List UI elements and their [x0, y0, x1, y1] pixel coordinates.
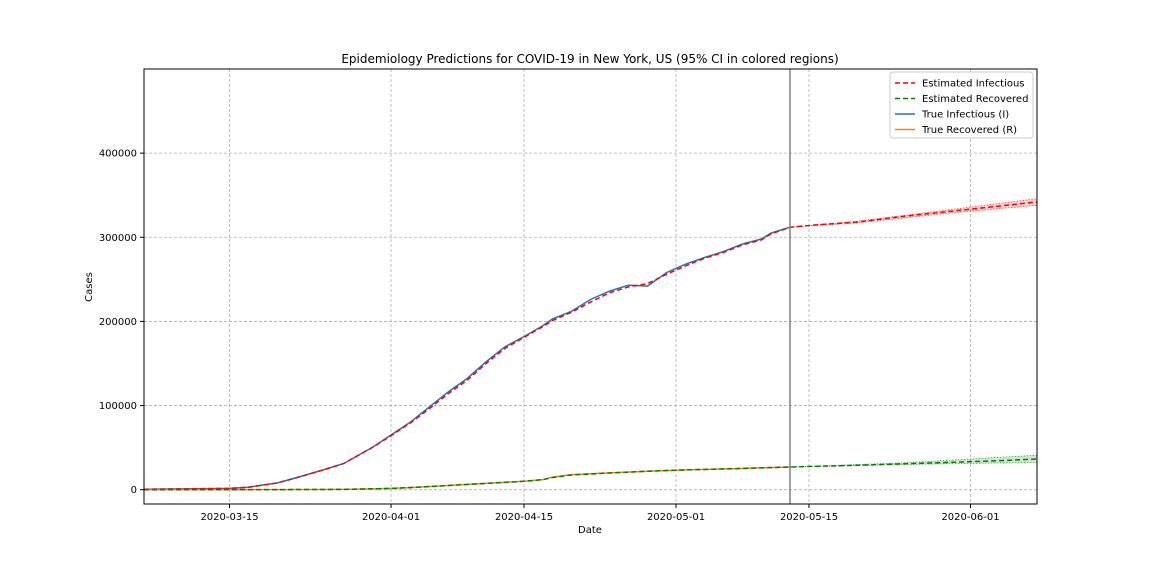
- series-line-true-recovered: [143, 466, 791, 491]
- x-tick-label: 2020-04-01: [362, 512, 420, 523]
- x-tick-label: 2020-03-15: [200, 512, 258, 523]
- x-tick-label: 2020-05-01: [647, 512, 705, 523]
- ci-upper-estimated-infectious: [789, 198, 1038, 228]
- y-axis-label: Cases: [84, 272, 95, 302]
- legend: Estimated Infectious Estimated Recovered T…: [889, 71, 1034, 139]
- chart-title: Epidemiology Predictions for COVID-19 in…: [341, 52, 838, 66]
- series-line-estimated-recovered: [143, 458, 1038, 491]
- y-tick-label: 200000: [99, 317, 137, 328]
- legend-box: [889, 71, 1034, 139]
- x-axis-ticks: 2020-03-15 2020-04-01 2020-04-15 2020-05-01…: [200, 504, 1000, 523]
- y-tick-label: 300000: [99, 233, 137, 244]
- legend-label: True Recovered (R): [921, 125, 1017, 136]
- legend-label: True Infectious (I): [921, 110, 1009, 121]
- series-lines: [143, 201, 1038, 491]
- series-line-true-infectious: [143, 226, 791, 491]
- x-axis-label: Date: [578, 525, 602, 536]
- legend-label: Estimated Recovered: [922, 94, 1028, 105]
- plot-frame: [143, 68, 1038, 505]
- x-tick-label: 2020-04-15: [495, 512, 553, 523]
- ci-band-estimated-infectious: [790, 198, 1037, 228]
- x-tick-label: 2020-05-15: [780, 512, 838, 523]
- legend-label: Estimated Infectious: [922, 79, 1025, 90]
- confidence-intervals: [789, 198, 1038, 468]
- y-tick-label: 400000: [99, 149, 137, 160]
- grid: [144, 69, 1037, 504]
- y-tick-label: 100000: [99, 401, 137, 412]
- ci-upper-estimated-recovered: [789, 454, 1038, 468]
- x-tick-label: 2020-06-01: [941, 512, 999, 523]
- y-tick-label: 0: [131, 485, 137, 496]
- y-axis-ticks: 0 100000 200000 300000 400000: [99, 149, 144, 496]
- series-line-estimated-infectious: [143, 201, 1038, 491]
